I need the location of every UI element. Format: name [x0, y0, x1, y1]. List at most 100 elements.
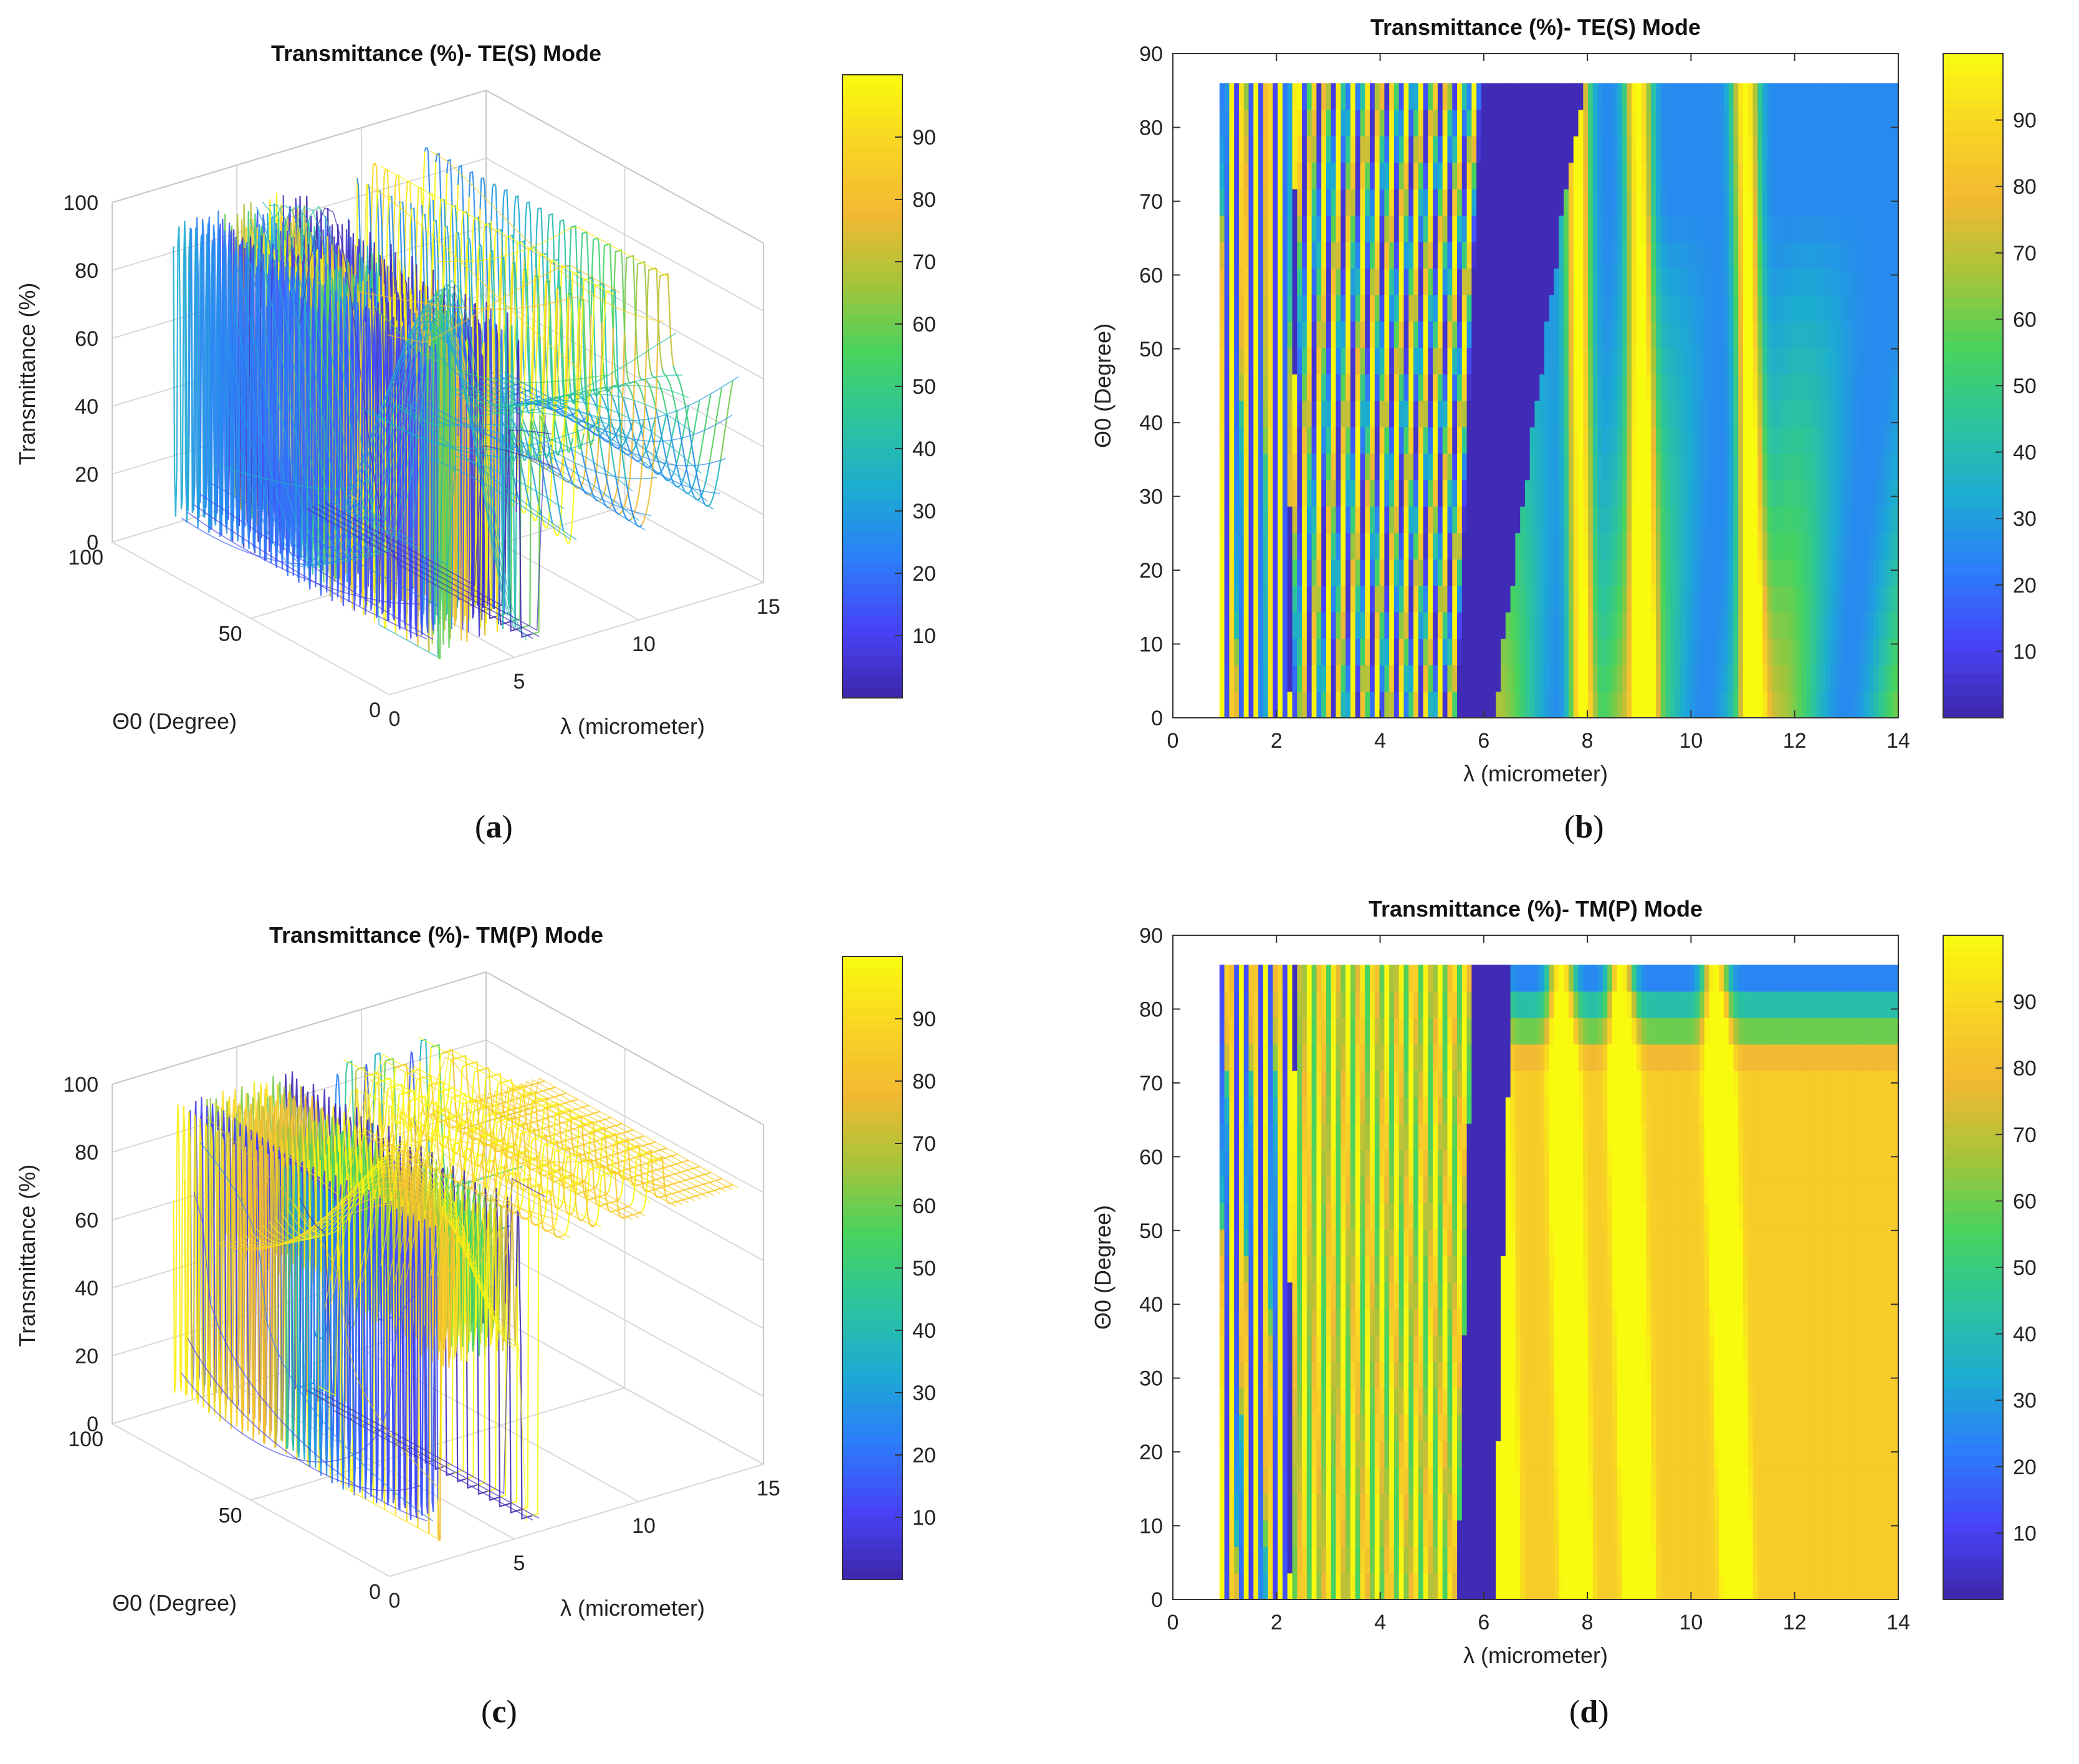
heatmap-cell	[1292, 506, 1298, 533]
heatmap-cell	[1660, 347, 1666, 374]
heatmap-cell	[1505, 268, 1511, 295]
heatmap-cell	[1670, 109, 1676, 136]
heatmap-cell	[1787, 400, 1792, 427]
heatmap-cell	[1224, 136, 1230, 163]
heatmap-cell	[1632, 638, 1637, 665]
heatmap-cell	[1685, 665, 1691, 692]
heatmap-cell	[1544, 400, 1550, 427]
heatmap-cell	[1554, 189, 1560, 216]
heatmap-cell	[1268, 691, 1274, 718]
heatmap-cell	[1617, 532, 1623, 560]
heatmap-cell	[1689, 691, 1695, 718]
heatmap-cell	[1408, 268, 1414, 295]
heatmap-cell	[1636, 294, 1642, 322]
heatmap-cell	[1302, 665, 1307, 692]
heatmap-cell	[1602, 1573, 1608, 1600]
heatmap-cell	[1428, 83, 1433, 110]
heatmap-cell	[1801, 189, 1807, 216]
heatmap-cell	[1699, 559, 1705, 586]
heatmap-cell	[1869, 162, 1875, 189]
heatmap-cell	[1433, 506, 1438, 533]
heatmap-cell	[1733, 109, 1739, 136]
heatmap-cell	[1263, 480, 1269, 507]
heatmap-cell	[1365, 242, 1370, 269]
heatmap-cell	[1874, 691, 1880, 718]
heatmap-cell	[1486, 1573, 1492, 1600]
heatmap-cell	[1850, 1573, 1855, 1600]
heatmap-cell	[1491, 215, 1496, 242]
heatmap-cell	[1728, 268, 1734, 295]
heatmap-cell	[1767, 215, 1773, 242]
heatmap-cell	[1777, 506, 1782, 533]
heatmap-cell	[1757, 162, 1763, 189]
heatmap-cell	[1379, 480, 1385, 507]
heatmap-cell	[1268, 321, 1274, 348]
heatmap-cell	[1632, 559, 1637, 586]
heatmap-cell	[1253, 506, 1259, 533]
heatmap-cell	[1554, 136, 1560, 163]
heatmap-cell	[1287, 189, 1293, 216]
heatmap-cell	[1437, 162, 1443, 189]
heatmap-cell	[1520, 480, 1526, 507]
heatmap-cell	[1592, 400, 1599, 427]
heatmap-cell	[1534, 532, 1540, 560]
heatmap-cell	[1433, 1547, 1438, 1574]
heatmap-cell	[1554, 215, 1560, 242]
heatmap-cell	[1583, 242, 1589, 269]
heatmap-cell	[1617, 612, 1623, 639]
heatmap-cell	[1704, 136, 1710, 163]
heatmap-cell	[1278, 665, 1283, 692]
heatmap-cell	[1573, 374, 1579, 401]
y-tick-label: 70	[1139, 190, 1163, 214]
heatmap-cell	[1651, 691, 1656, 718]
heatmap-cell	[1384, 83, 1390, 110]
heatmap-cell	[1680, 585, 1686, 613]
heatmap-cell	[1398, 374, 1405, 401]
heatmap-cell	[1675, 215, 1681, 242]
heatmap-cell	[1428, 1573, 1433, 1600]
heatmap-cell	[1384, 559, 1390, 586]
colorbar-tick-label: 50	[912, 1257, 936, 1280]
heatmap-cell	[1772, 162, 1778, 189]
heatmap-cell	[1704, 506, 1710, 533]
y-tick-label: 100	[68, 546, 103, 570]
heatmap-cell	[1243, 162, 1250, 189]
heatmap-cell	[1670, 691, 1676, 718]
y-axis-label: Θ0 (Degree)	[1090, 323, 1116, 448]
heatmap-cell	[1505, 638, 1511, 665]
heatmap-cell	[1597, 612, 1603, 639]
heatmap-cell	[1248, 109, 1254, 136]
heatmap-cell	[1403, 638, 1409, 665]
heatmap-cell	[1316, 638, 1322, 665]
heatmap-cell	[1360, 427, 1365, 454]
heatmap-cell	[1636, 480, 1642, 507]
heatmap-cell	[1869, 215, 1875, 242]
heatmap-cell	[1830, 532, 1836, 560]
heatmap-cell	[1694, 242, 1700, 269]
heatmap-cell	[1723, 585, 1729, 613]
heatmap-cell	[1505, 453, 1511, 480]
heatmap-cell	[1224, 612, 1230, 639]
heatmap-cell	[1694, 136, 1700, 163]
heatmap-cell	[1689, 321, 1695, 348]
heatmap-cell	[1835, 109, 1841, 136]
colorbar-segment	[1943, 441, 2003, 453]
heatmap-cell	[1670, 612, 1676, 639]
surface-line	[575, 1121, 591, 1168]
heatmap-cell	[1452, 506, 1458, 533]
heatmap-cell	[1379, 1547, 1385, 1574]
heatmap-cell	[1583, 347, 1589, 374]
heatmap-cell	[1607, 638, 1613, 665]
heatmap-cell	[1238, 136, 1245, 163]
colorbar-segment	[843, 427, 902, 439]
heatmap-cell	[1607, 506, 1613, 533]
heatmap-cell	[1869, 480, 1875, 507]
heatmap-cell	[1496, 83, 1501, 110]
heatmap-cell	[1379, 532, 1385, 560]
heatmap-cell	[1471, 506, 1477, 533]
heatmap-cell	[1524, 1547, 1531, 1574]
heatmap-cell	[1583, 480, 1589, 507]
heatmap-cell	[1806, 189, 1812, 216]
heatmap-cell	[1791, 480, 1797, 507]
heatmap-cell	[1564, 585, 1569, 613]
